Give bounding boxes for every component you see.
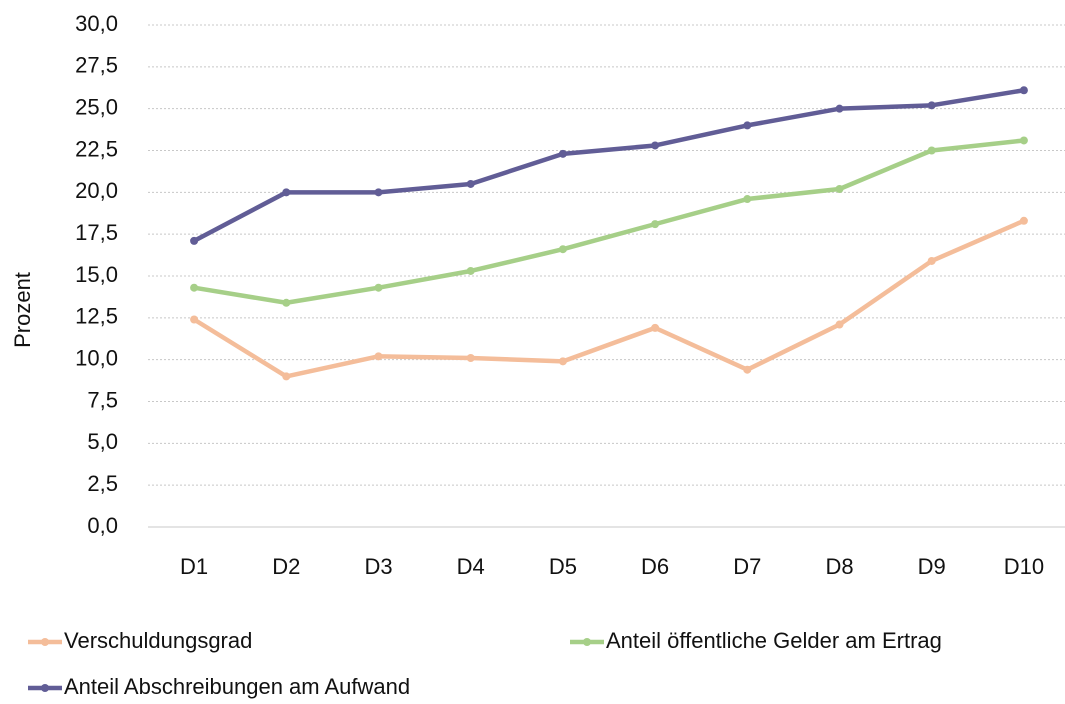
x-tick-label: D7 (733, 554, 761, 579)
x-tick-label: D3 (364, 554, 392, 579)
data-point (558, 245, 567, 254)
data-point (190, 283, 199, 292)
y-tick-label: 15,0 (75, 262, 118, 287)
data-point (190, 236, 199, 245)
y-tick-label: 22,5 (75, 136, 118, 161)
legend-label: Anteil Abschreibungen am Aufwand (64, 674, 410, 699)
legend-swatch-marker (41, 684, 49, 692)
y-tick-label: 20,0 (75, 178, 118, 203)
data-point (1019, 136, 1028, 145)
data-point (282, 188, 291, 197)
series-line (193, 88, 1025, 243)
data-point (190, 315, 199, 324)
data-point (743, 121, 752, 130)
data-point (835, 320, 844, 329)
legend-label: Anteil öffentliche Gelder am Ertrag (606, 628, 942, 653)
data-point (466, 266, 475, 275)
x-tick-label: D10 (1004, 554, 1044, 579)
legend-swatch-marker (583, 638, 591, 646)
data-point (558, 357, 567, 366)
y-tick-label: 17,5 (75, 220, 118, 245)
data-point (374, 283, 383, 292)
x-tick-label: D4 (457, 554, 485, 579)
data-point (651, 323, 660, 332)
x-tick-label: D2 (272, 554, 300, 579)
data-point (374, 188, 383, 197)
series-line (193, 138, 1025, 306)
x-tick-label: D6 (641, 554, 669, 579)
y-tick-label: 30,0 (75, 11, 118, 36)
data-point (558, 149, 567, 158)
data-point (743, 195, 752, 204)
data-point (927, 146, 936, 155)
data-point (282, 372, 291, 381)
data-point (466, 353, 475, 362)
series-line (192, 218, 1025, 379)
data-point (466, 179, 475, 188)
y-tick-label: 2,5 (87, 471, 118, 496)
data-point (651, 141, 660, 150)
x-tick-label: D5 (549, 554, 577, 579)
y-tick-label: 25,0 (75, 94, 118, 119)
y-axis-label: Prozent (10, 272, 35, 348)
y-tick-label: 5,0 (87, 429, 118, 454)
x-tick-label: D8 (825, 554, 853, 579)
y-tick-label: 12,5 (75, 304, 118, 329)
legend-swatch-marker (41, 638, 49, 646)
y-tick-label: 27,5 (75, 53, 118, 78)
data-point (743, 365, 752, 374)
data-point (1019, 216, 1028, 225)
data-point (927, 101, 936, 110)
data-point (374, 352, 383, 361)
data-point (835, 184, 844, 193)
legend-label: Verschuldungsgrad (64, 628, 252, 653)
x-tick-label: D9 (918, 554, 946, 579)
y-tick-label: 7,5 (87, 387, 118, 412)
data-point (835, 104, 844, 113)
data-point (927, 256, 936, 265)
x-tick-label: D1 (180, 554, 208, 579)
data-point (651, 220, 660, 229)
data-point (1019, 86, 1028, 95)
y-tick-label: 10,0 (75, 345, 118, 370)
y-tick-label: 0,0 (87, 513, 118, 538)
data-point (282, 298, 291, 307)
